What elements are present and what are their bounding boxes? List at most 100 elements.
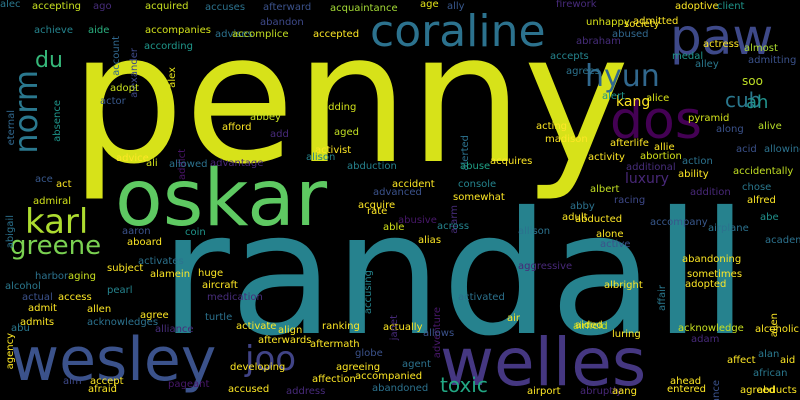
word-aging: aging (68, 271, 96, 282)
word-coin: coin (185, 227, 206, 238)
word-welles: welles (440, 324, 647, 400)
word-allows: allows (423, 328, 455, 339)
word-oskar: oskar (115, 154, 328, 244)
word-abuse: abuse (460, 161, 491, 172)
word-accepted: accepted (313, 29, 360, 40)
word-accuses: accuses (205, 2, 246, 13)
word-rate: rate (367, 206, 388, 217)
word-coraline: coraline (370, 6, 546, 57)
word-activates: activates (138, 256, 184, 267)
word-ally: ally (447, 1, 465, 12)
word-agrees: agrees (566, 66, 600, 77)
word-pearl: pearl (107, 285, 133, 296)
word-du: du (35, 48, 63, 73)
word-console: console (458, 179, 497, 190)
word-activated: activated (458, 292, 505, 303)
word-alert: alert (602, 91, 626, 102)
word-advice: advice (116, 153, 149, 164)
word-almost: almost (744, 43, 778, 54)
word-entered: entered (667, 384, 706, 395)
word-alan: alan (758, 349, 780, 360)
word-add: add (270, 129, 289, 140)
word-medication: medication (207, 292, 263, 303)
word-accepting: accepting (32, 1, 82, 12)
word-albert: albert (590, 184, 620, 195)
word-align: align (278, 325, 303, 336)
word-abraham: abraham (576, 36, 621, 47)
word-according: according (144, 41, 193, 52)
word-academy: academy (765, 235, 800, 246)
word-admiral: admiral (33, 196, 72, 207)
word-eternal: eternal (6, 110, 17, 146)
word-aang: aang (612, 386, 637, 397)
word-harbor: harbor (35, 271, 69, 282)
word-account: account (111, 36, 122, 76)
word-abandoning: abandoning (682, 254, 742, 265)
word-abortion: abortion (640, 151, 682, 162)
word-airport: airport (527, 386, 561, 397)
word-aggressive: aggressive (518, 261, 573, 272)
word-african: african (753, 368, 788, 379)
word-albright: albright (604, 280, 643, 291)
word-accused: accused (228, 384, 270, 395)
word-aircraft: aircraft (202, 280, 238, 291)
word-chose: chose (742, 182, 772, 193)
word-acting: acting (536, 121, 568, 132)
word-abandon: abandon (260, 17, 304, 28)
word-allen: allen (87, 304, 112, 315)
word-accompany: accompany (650, 217, 708, 228)
word-abandoned: abandoned (372, 383, 429, 394)
word-alfred: alfred (747, 195, 776, 206)
word-absence: absence (52, 100, 63, 142)
word-affection: affection (312, 374, 356, 385)
word-pageant: pageant (168, 379, 210, 390)
word-adding: adding (322, 102, 357, 113)
word-alamein: alamein (150, 269, 191, 280)
word-aid: aid (780, 355, 796, 366)
word-air: air (507, 313, 521, 324)
word-abigail: abigail (5, 215, 16, 249)
word-afterwards: afterwards (258, 335, 312, 346)
word-admitted: admitted (633, 16, 679, 27)
word-alley: alley (695, 59, 719, 70)
word-airplane: airplane (708, 223, 749, 234)
word-accidentally: accidentally (733, 166, 794, 177)
word-somewhat: somewhat (453, 192, 505, 203)
word-agreed: agreed (740, 385, 776, 396)
word-accident: accident (392, 179, 435, 190)
word-penny: penny (70, 0, 630, 204)
word-ah: ah (746, 92, 769, 113)
word-act: act (56, 179, 72, 190)
word-ali: ali (146, 158, 158, 169)
word-aided: aided (575, 320, 603, 331)
word-toxic: toxic (440, 373, 488, 397)
word-hyun: hyun (585, 59, 660, 94)
word-airfield: airfield (573, 321, 608, 332)
word-joo: joo (245, 339, 297, 379)
word-alec: alec (0, 0, 21, 10)
word-abe: abe (760, 212, 779, 223)
word-aftermath: aftermath (310, 339, 360, 350)
word-paw: paw (670, 8, 774, 66)
word-able: able (383, 222, 405, 233)
word-affair: affair (657, 285, 668, 312)
word-huge: huge (198, 268, 224, 279)
word-sometimes: sometimes (687, 269, 743, 280)
word-accomplice: accomplice (232, 29, 289, 40)
word-ahead: ahead (670, 376, 702, 387)
word-affect: affect (727, 355, 756, 366)
word-acquires: acquires (490, 156, 533, 167)
word-client: client (717, 1, 745, 12)
word-action: action (682, 156, 713, 167)
word-alive: alive (758, 121, 782, 132)
word-afford: afford (222, 122, 252, 133)
word-abu: abu (11, 323, 30, 334)
word-racing: racing (614, 195, 646, 206)
word-abducts: abducts (757, 385, 797, 396)
word-abbey: abbey (250, 112, 281, 123)
word-ability: ability (678, 169, 709, 180)
word-abby: abby (570, 201, 595, 212)
word-abused: abused (612, 29, 649, 40)
word-abruptly: abruptly (580, 386, 622, 397)
